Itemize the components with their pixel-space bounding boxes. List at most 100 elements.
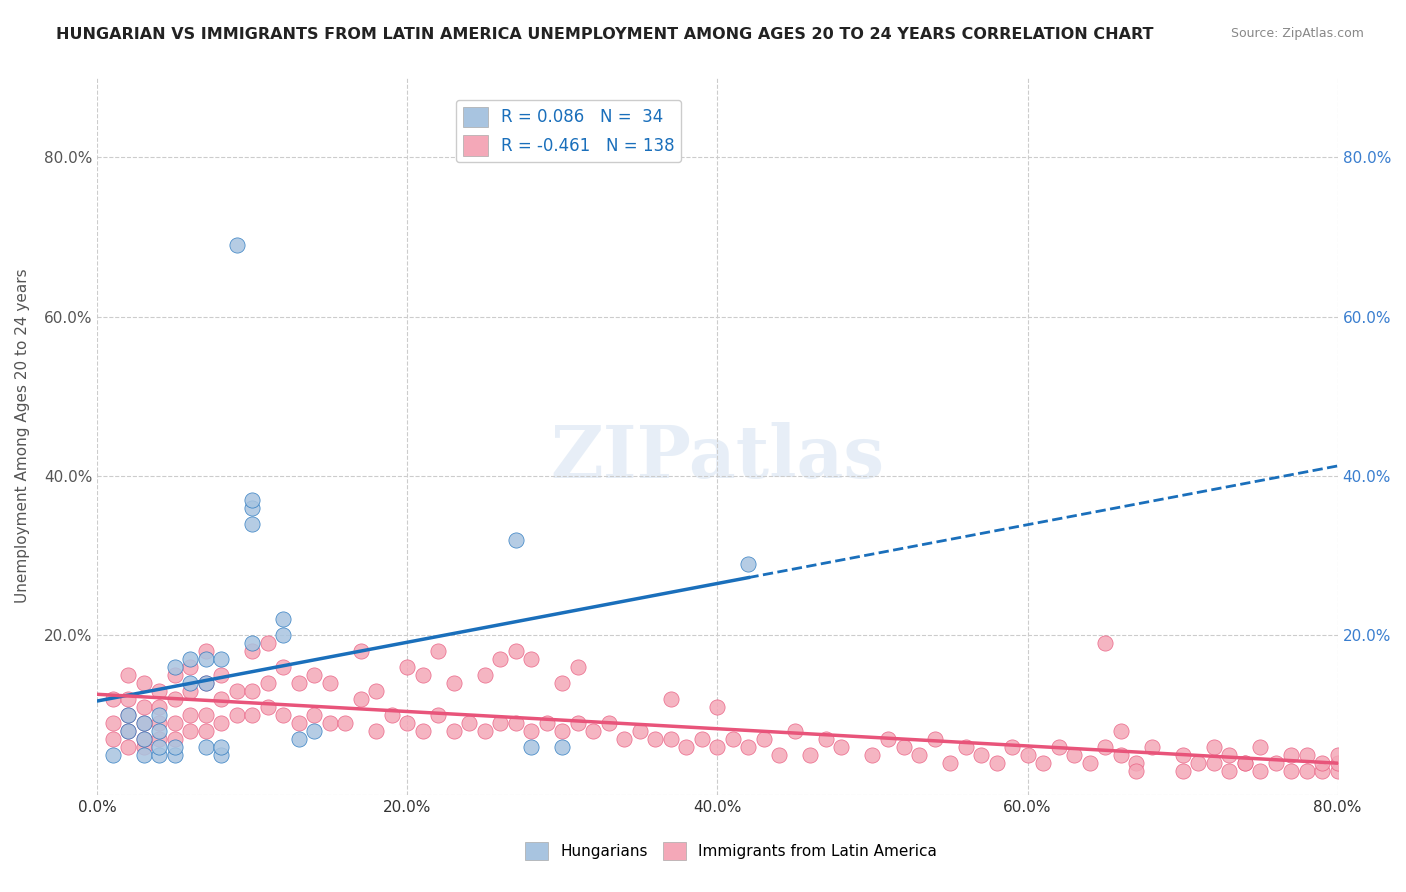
- Point: [1063, 747, 1085, 762]
- Point: [117, 723, 139, 738]
- Point: [690, 731, 713, 746]
- Point: [194, 652, 217, 666]
- Point: [551, 676, 574, 690]
- Point: [1001, 739, 1024, 754]
- Point: [194, 708, 217, 723]
- Point: [148, 731, 170, 746]
- Point: [148, 716, 170, 731]
- Point: [955, 739, 977, 754]
- Point: [240, 708, 263, 723]
- Point: [536, 716, 558, 731]
- Point: [1310, 756, 1333, 770]
- Point: [830, 739, 852, 754]
- Point: [163, 747, 186, 762]
- Point: [1047, 739, 1070, 754]
- Point: [163, 731, 186, 746]
- Point: [335, 716, 357, 731]
- Point: [1249, 764, 1271, 778]
- Point: [132, 716, 155, 731]
- Point: [271, 708, 294, 723]
- Point: [1094, 739, 1116, 754]
- Point: [101, 731, 124, 746]
- Point: [163, 660, 186, 674]
- Point: [505, 644, 527, 658]
- Point: [256, 700, 278, 714]
- Point: [304, 708, 326, 723]
- Point: [768, 747, 790, 762]
- Point: [271, 612, 294, 626]
- Point: [1264, 756, 1286, 770]
- Point: [381, 708, 404, 723]
- Point: [412, 668, 434, 682]
- Point: [1326, 747, 1348, 762]
- Point: [132, 716, 155, 731]
- Point: [1249, 739, 1271, 754]
- Point: [706, 739, 728, 754]
- Point: [1295, 747, 1317, 762]
- Point: [350, 692, 373, 706]
- Point: [209, 652, 232, 666]
- Point: [194, 739, 217, 754]
- Point: [271, 660, 294, 674]
- Point: [148, 723, 170, 738]
- Point: [1140, 739, 1163, 754]
- Legend: R = 0.086   N =  34, R = -0.461   N = 138: R = 0.086 N = 34, R = -0.461 N = 138: [456, 100, 682, 162]
- Point: [1094, 636, 1116, 650]
- Point: [737, 557, 759, 571]
- Point: [505, 716, 527, 731]
- Point: [1326, 756, 1348, 770]
- Point: [304, 668, 326, 682]
- Point: [1171, 764, 1194, 778]
- Point: [163, 739, 186, 754]
- Point: [117, 692, 139, 706]
- Point: [474, 668, 496, 682]
- Point: [443, 723, 465, 738]
- Point: [240, 492, 263, 507]
- Point: [427, 708, 450, 723]
- Point: [706, 700, 728, 714]
- Point: [209, 692, 232, 706]
- Point: [179, 660, 201, 674]
- Legend: Hungarians, Immigrants from Latin America: Hungarians, Immigrants from Latin Americ…: [519, 836, 943, 866]
- Point: [256, 636, 278, 650]
- Point: [799, 747, 821, 762]
- Point: [659, 692, 682, 706]
- Point: [783, 723, 806, 738]
- Point: [132, 747, 155, 762]
- Point: [675, 739, 697, 754]
- Point: [225, 708, 247, 723]
- Point: [1218, 747, 1240, 762]
- Point: [304, 723, 326, 738]
- Point: [1125, 756, 1147, 770]
- Point: [1109, 723, 1132, 738]
- Point: [567, 660, 589, 674]
- Point: [117, 708, 139, 723]
- Point: [862, 747, 884, 762]
- Point: [458, 716, 481, 731]
- Point: [240, 684, 263, 698]
- Point: [474, 723, 496, 738]
- Point: [1279, 747, 1302, 762]
- Point: [1078, 756, 1101, 770]
- Point: [752, 731, 775, 746]
- Point: [288, 676, 311, 690]
- Point: [814, 731, 837, 746]
- Point: [163, 716, 186, 731]
- Point: [148, 747, 170, 762]
- Point: [412, 723, 434, 738]
- Point: [908, 747, 931, 762]
- Point: [117, 708, 139, 723]
- Point: [240, 516, 263, 531]
- Point: [163, 668, 186, 682]
- Point: [924, 731, 946, 746]
- Point: [132, 731, 155, 746]
- Point: [209, 739, 232, 754]
- Point: [737, 739, 759, 754]
- Point: [628, 723, 651, 738]
- Text: ZIPatlas: ZIPatlas: [550, 422, 884, 493]
- Point: [209, 716, 232, 731]
- Point: [240, 636, 263, 650]
- Point: [970, 747, 993, 762]
- Point: [101, 692, 124, 706]
- Point: [613, 731, 636, 746]
